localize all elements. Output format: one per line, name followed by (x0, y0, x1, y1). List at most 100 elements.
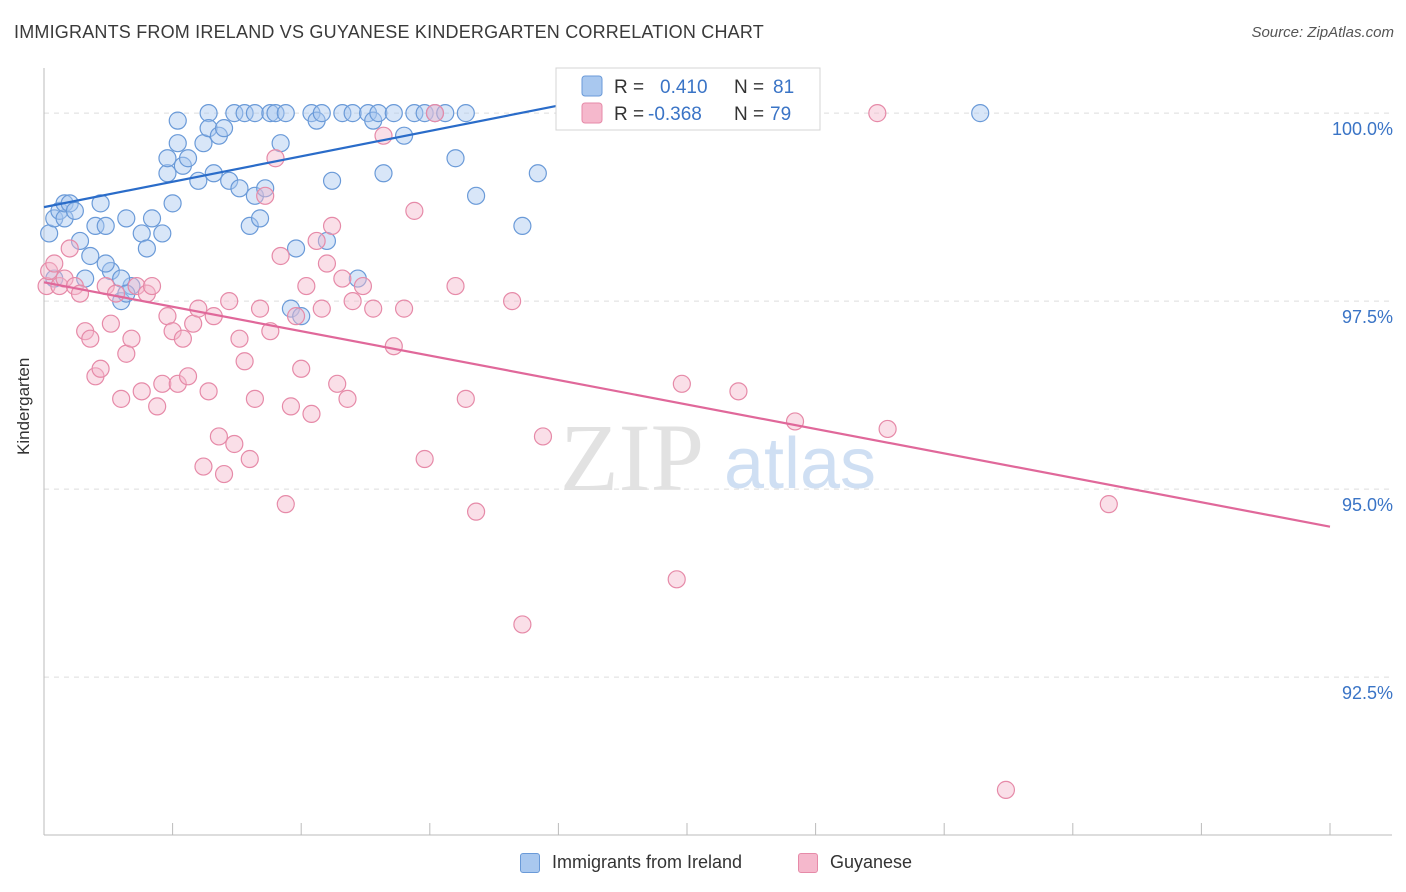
point-ireland (245, 104, 265, 123)
point-guyanese (230, 329, 249, 348)
point-ireland (292, 307, 311, 326)
point-ireland (96, 216, 115, 236)
point-guyanese (333, 269, 352, 288)
point-guyanese (245, 389, 265, 408)
point-guyanese (394, 299, 414, 318)
y-axis-label: Kindergarten (14, 357, 33, 455)
point-ireland (142, 209, 162, 228)
y-tick-label: 92.5% (1342, 683, 1393, 703)
point-guyanese (250, 299, 270, 318)
point-guyanese (101, 314, 120, 333)
point-ireland (40, 224, 59, 243)
point-guyanese (456, 389, 475, 408)
point-ireland (271, 134, 290, 153)
legend-item-guyanese[interactable]: Guyanese (798, 852, 912, 873)
stats-r-value-pink: -0.368 (648, 104, 702, 125)
point-guyanese (158, 307, 177, 326)
point-guyanese (45, 254, 64, 273)
point-ireland (276, 104, 295, 123)
point-ireland (117, 209, 136, 228)
point-guyanese (81, 329, 100, 348)
point-ireland (322, 171, 342, 190)
point-ireland (199, 119, 218, 138)
point-ireland (153, 224, 172, 243)
point-ireland (168, 134, 187, 153)
point-guyanese (256, 186, 275, 205)
point-guyanese (317, 254, 337, 273)
stats-n-value-pink: 79 (770, 104, 791, 125)
points-layer (37, 104, 1118, 799)
point-ireland (286, 239, 306, 258)
point-ireland (112, 269, 131, 288)
point-guyanese (281, 397, 301, 416)
point-guyanese (37, 276, 56, 296)
stats-swatch-pink (581, 102, 603, 124)
point-guyanese (353, 276, 373, 296)
point-guyanese (322, 216, 342, 236)
point-ireland (194, 134, 213, 153)
stats-swatch-blue (581, 75, 603, 97)
point-ireland (96, 254, 115, 273)
point-ireland (415, 104, 434, 123)
point-guyanese (878, 419, 897, 439)
point-guyanese (302, 404, 321, 424)
point-guyanese (266, 149, 285, 168)
point-ireland (199, 104, 218, 123)
point-ireland (256, 179, 275, 198)
point-guyanese (343, 292, 362, 311)
point-ireland (158, 149, 177, 168)
chart-title: IMMIGRANTS FROM IRELAND VS GUYANESE KIND… (14, 22, 764, 42)
point-guyanese (173, 329, 192, 348)
point-guyanese (235, 352, 254, 371)
point-ireland (261, 104, 280, 123)
point-ireland (333, 104, 352, 123)
point-guyanese (384, 337, 403, 356)
point-guyanese (127, 276, 146, 296)
point-ireland (250, 209, 270, 228)
point-guyanese (163, 322, 182, 341)
point-guyanese (286, 307, 306, 326)
source-label: Source: ZipAtlas.com (1251, 24, 1394, 41)
point-ireland (528, 164, 547, 183)
point-ireland (163, 194, 182, 213)
legend-label-guyanese: Guyanese (830, 852, 913, 872)
legend-label-ireland: Immigrants from Ireland (552, 852, 743, 872)
point-ireland (369, 104, 388, 123)
point-guyanese (194, 457, 213, 476)
y-tick-label: 100.0% (1332, 119, 1393, 139)
point-guyanese (178, 367, 198, 386)
point-ireland (86, 216, 105, 236)
point-guyanese (189, 299, 208, 318)
point-ireland (132, 224, 151, 243)
point-ireland (214, 119, 234, 138)
point-guyanese (425, 104, 445, 123)
point-guyanese (533, 427, 553, 446)
point-guyanese (117, 344, 136, 363)
legend-swatch-guyanese (798, 852, 818, 873)
point-guyanese (312, 299, 331, 318)
point-guyanese (122, 329, 141, 348)
point-guyanese (868, 104, 887, 123)
point-guyanese (112, 389, 131, 408)
point-guyanese (184, 314, 203, 333)
trendline-guyanese (43, 281, 1331, 528)
y-tick-label: 95.0% (1342, 495, 1393, 515)
grid-layer (44, 112, 1392, 678)
watermark: ZIP atlas (560, 404, 876, 511)
axis-layer: 92.5%95.0%97.5%100.0%0.0%25.0% (43, 68, 1393, 836)
point-guyanese (225, 434, 244, 454)
point-ireland (971, 104, 990, 123)
stats-n-value-blue: 81 (773, 77, 794, 98)
point-guyanese (132, 382, 151, 401)
point-guyanese (297, 276, 316, 296)
point-ireland (137, 239, 156, 258)
point-ireland (235, 104, 254, 123)
point-ireland (220, 171, 239, 190)
legend-item-ireland[interactable]: Immigrants from Ireland (520, 852, 742, 873)
point-ireland (245, 186, 265, 205)
point-guyanese (466, 502, 486, 521)
point-guyanese (106, 284, 126, 303)
point-ireland (456, 104, 475, 123)
point-ireland (65, 201, 84, 220)
point-ireland (70, 231, 90, 251)
